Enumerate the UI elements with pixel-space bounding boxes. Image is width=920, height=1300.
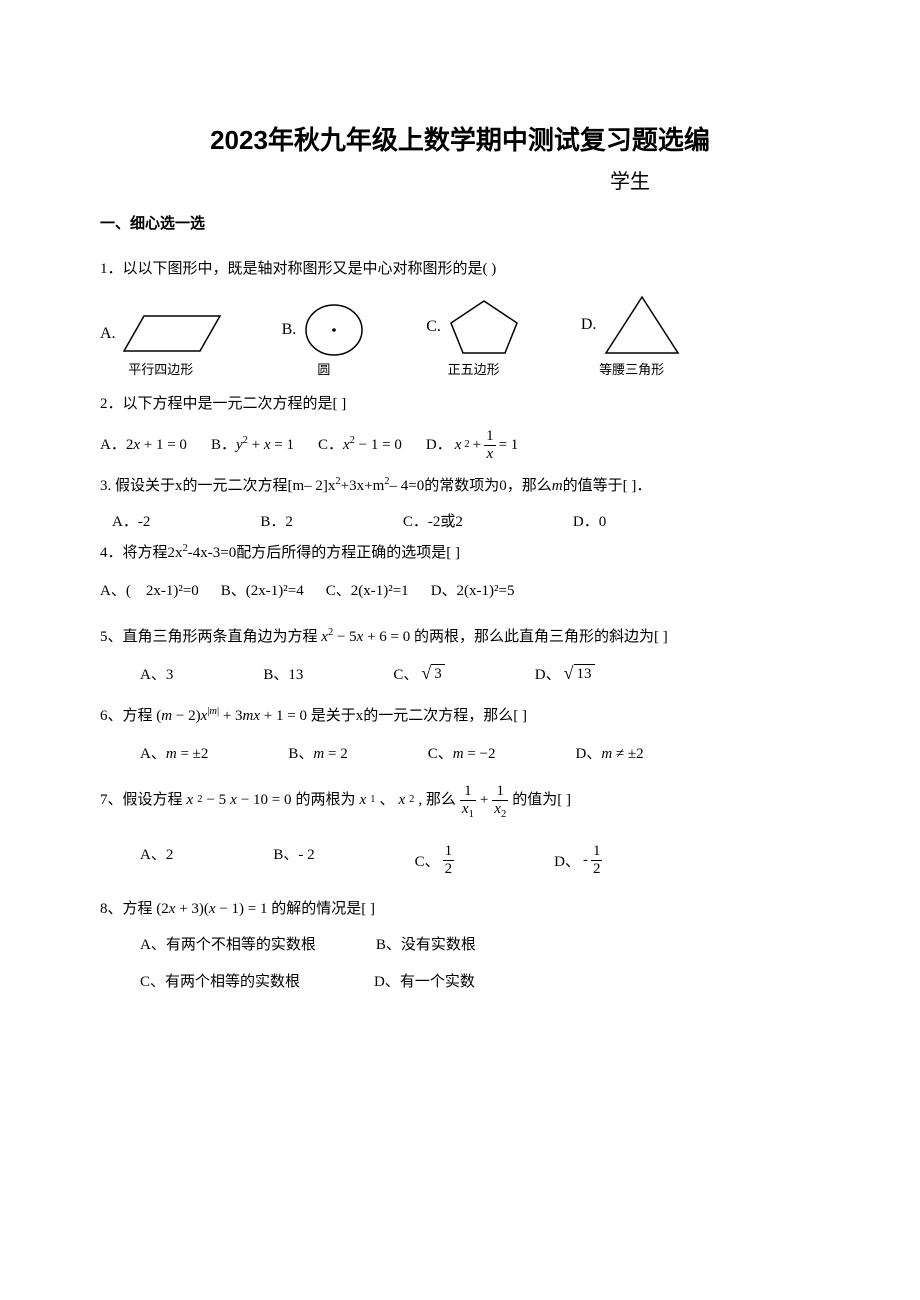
- text: 5、直角三角形两条直角边为方程: [100, 629, 318, 645]
- q5-stem: 5、直角三角形两条直角边为方程 x2 − 5x + 6 = 0 的两根，那么此直…: [100, 625, 820, 649]
- text: 的两根，那么此直角三角形的斜边为[ ]: [414, 629, 668, 645]
- opt-label: D．: [426, 433, 452, 457]
- shape-caption: 正五边形: [448, 359, 500, 378]
- opt-label: A、: [140, 746, 166, 762]
- opt-label: D.: [581, 316, 597, 334]
- opt-label: C、: [428, 746, 453, 762]
- pentagon-icon: [447, 297, 521, 357]
- circle-icon: [302, 303, 366, 357]
- q4-stem: 4．将方程2x2-4x-3=0配方后所得的方程正确的选项是[ ]: [100, 541, 820, 565]
- opt-label: B、: [288, 746, 313, 762]
- text: 7、假设方程: [100, 788, 183, 812]
- section-header: 一、细心选一选: [100, 212, 820, 233]
- opt: A、( 2x-1)²=0: [100, 579, 199, 603]
- opt-label: B．: [211, 437, 236, 453]
- opt: D、有一个实数: [374, 970, 475, 991]
- q7-options: A、2 B、- 2 C、12 D、-12: [140, 843, 820, 877]
- triangle-icon: [602, 293, 682, 357]
- q1-shapes: A. 平行四边形 B. 圆 C.: [100, 293, 820, 378]
- opt-label: C、: [415, 850, 440, 871]
- shape-caption: 等腰三角形: [599, 359, 664, 378]
- opt-label: D、: [576, 746, 602, 762]
- opt-label: C、: [393, 663, 418, 684]
- q4-options: A、( 2x-1)²=0 B、(2x-1)²=4 C、2(x-1)²=1 D、2…: [100, 579, 820, 603]
- text: -4x-3=0配方后所得的方程正确的选项是[ ]: [188, 545, 460, 561]
- opt: A、3: [140, 663, 173, 684]
- text: 4．将方程2x: [100, 545, 183, 561]
- shape-circle: B. 圆: [282, 303, 367, 378]
- text: +3x+m: [341, 478, 385, 494]
- q1-stem: 1．以以下图形中，既是轴对称图形又是中心对称图形的是( ): [100, 257, 820, 281]
- q8-stem: 8、方程 (2x + 3)(x − 1) = 1 的解的情况是[ ]: [100, 897, 820, 921]
- opt-label: C.: [426, 318, 441, 336]
- shape-parallelogram: A. 平行四边形: [100, 311, 222, 378]
- q8-options: A、有两个不相等的实数根 B、没有实数根 C、有两个相等的实数根 D、有一个实数: [140, 933, 820, 991]
- q3-stem: 3. 假设关于x的一元二次方程[m– 2]x2+3x+m2– 4=0的常数项为0…: [100, 474, 820, 498]
- opt-label: D、: [535, 663, 561, 684]
- text: 6、方程: [100, 708, 153, 724]
- text: 8、方程: [100, 901, 153, 917]
- opt: B、(2x-1)²=4: [221, 579, 304, 603]
- opt: B、13: [263, 663, 303, 684]
- q3-options: A．-2 B．2 C．-2或2 D．0: [112, 510, 820, 531]
- opt: C、2(x-1)²=1: [326, 579, 409, 603]
- text: – 4=0的常数项为0，那么: [390, 478, 552, 494]
- opt: B、- 2: [273, 843, 314, 877]
- opt: B．2: [260, 510, 293, 531]
- text: 的值为[ ]: [512, 788, 571, 812]
- opt: A、2: [140, 843, 173, 877]
- opt: B、没有实数根: [376, 933, 476, 954]
- opt: A．-2: [112, 510, 150, 531]
- q6-stem: 6、方程 (m − 2)x|m| + 3mx + 1 = 0 是关于x的一元二次…: [100, 704, 820, 728]
- opt: C．-2或2: [403, 510, 463, 531]
- opt-label: A.: [100, 325, 116, 343]
- text: , 那么: [418, 788, 456, 812]
- q5-options: A、3 B、13 C、√3 D、√13: [140, 663, 820, 684]
- shape-caption: 圆: [317, 359, 330, 378]
- page-title: 2023年秋九年级上数学期中测试复习题选编: [100, 120, 820, 157]
- parallelogram-icon: [122, 311, 222, 357]
- opt-label: A．: [100, 437, 126, 453]
- shape-triangle: D. 等腰三角形: [581, 293, 683, 378]
- opt: A、有两个不相等的实数根: [140, 933, 316, 954]
- shape-pentagon: C. 正五边形: [426, 297, 521, 378]
- opt-label: C．: [318, 437, 343, 453]
- opt: C、有两个相等的实数根: [140, 970, 300, 991]
- opt: D．0: [573, 510, 606, 531]
- exam-page: 2023年秋九年级上数学期中测试复习题选编 学生 一、细心选一选 1．以以下图形…: [0, 0, 920, 1051]
- q2-options: A．2x + 1 = 0 B．y2 + x = 1 C．x2 − 1 = 0 D…: [100, 428, 518, 462]
- text: 是关于x的一元二次方程，那么[ ]: [311, 708, 527, 724]
- text: 3. 假设关于x的一元二次方程[m– 2]x: [100, 478, 335, 494]
- opt-label: B.: [282, 321, 297, 339]
- opt-label: D、: [554, 850, 580, 871]
- shape-caption: 平行四边形: [128, 359, 193, 378]
- text: 的两根为: [296, 788, 356, 812]
- q7-stem: 7、假设方程 x2 − 5x − 10 = 0 的两根为 x1、x2 , 那么 …: [100, 783, 571, 817]
- opt: D、2(x-1)²=5: [431, 579, 515, 603]
- q2-stem: 2．以下方程中是一元二次方程的是[ ]: [100, 392, 820, 416]
- q6-options: A、m = ±2 B、m = 2 C、m = −2 D、m ≠ ±2: [140, 742, 820, 763]
- page-subtitle: 学生: [440, 165, 820, 194]
- text: 的解的情况是[ ]: [271, 901, 375, 917]
- text: 的值等于[ ]．: [563, 478, 652, 494]
